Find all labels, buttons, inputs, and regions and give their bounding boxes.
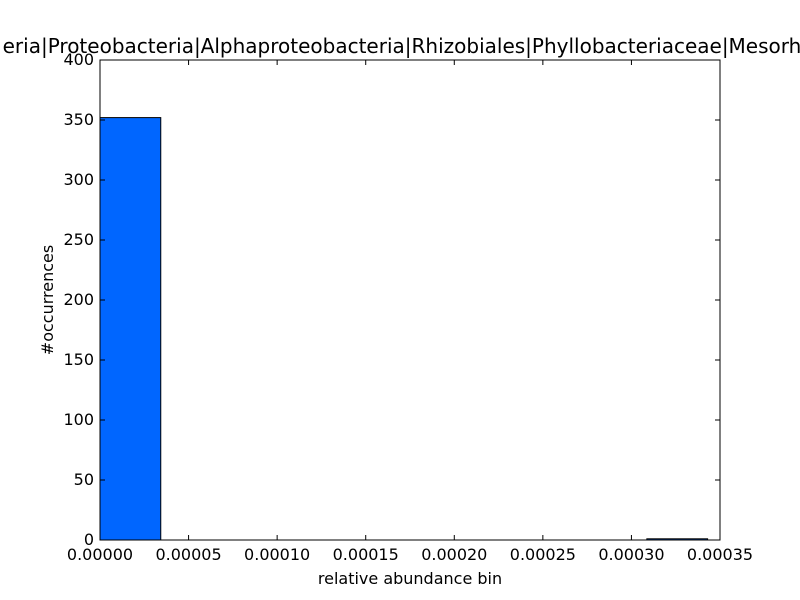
x-tick-label: 0.00030: [598, 545, 664, 564]
y-tick-label: 200: [63, 290, 94, 309]
x-tick-label: 0.00010: [244, 545, 310, 564]
bars-group: [99, 117, 709, 541]
y-tick-label: 0: [84, 530, 94, 549]
histogram-bar-0: [99, 117, 162, 541]
y-tick-label: 150: [63, 350, 94, 369]
y-tick-label: 400: [63, 50, 94, 69]
x-tick-label: 0.00005: [155, 545, 221, 564]
ticks-group: 0.00000 0.00005 0.00010 0.00015 0.00020 0.000…: [63, 50, 753, 564]
x-axis-label: relative abundance bin: [318, 569, 502, 588]
y-tick-label: 100: [63, 410, 94, 429]
y-tick-label: 350: [63, 110, 94, 129]
x-tick-label: 0.00035: [687, 545, 753, 564]
x-tick-label: 0.00015: [333, 545, 399, 564]
axes-frame: [99, 59, 721, 541]
x-tick-label: 0.00000: [67, 545, 133, 564]
x-tick-label: 0.00025: [510, 545, 576, 564]
chart-title: eria|Proteobacteria|Alphaproteobacteria|…: [3, 34, 800, 58]
y-tick-label: 50: [74, 470, 94, 489]
y-axis-label: #occurrences: [38, 245, 57, 355]
y-tick-label: 300: [63, 170, 94, 189]
x-tick-label: 0.00020: [421, 545, 487, 564]
y-tick-label: 250: [63, 230, 94, 249]
